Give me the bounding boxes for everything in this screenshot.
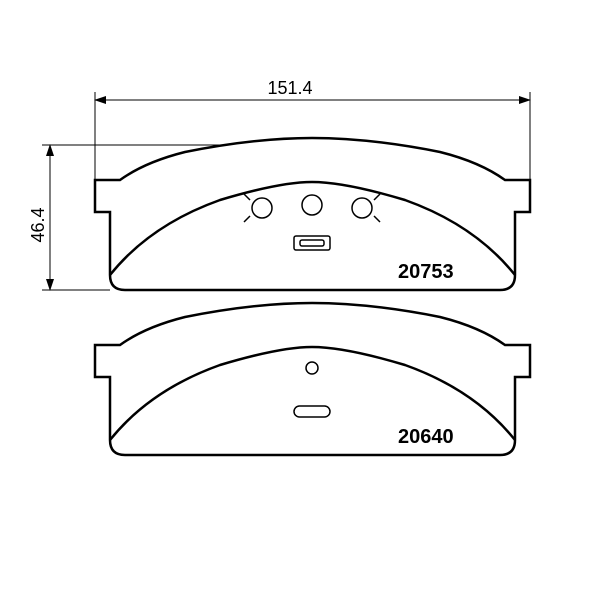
- upper-outer: [95, 138, 530, 290]
- upper-right-lug: [352, 194, 380, 222]
- lower-pad: 20640: [95, 303, 530, 455]
- lower-center-hole: [306, 362, 318, 374]
- upper-inner-curve: [110, 182, 515, 275]
- lower-inner-curve: [110, 347, 515, 440]
- dim-width-label: 151.4: [267, 78, 312, 98]
- lower-part-number: 20640: [398, 426, 454, 448]
- upper-clip-inner: [300, 240, 324, 246]
- upper-part-number: 20753: [398, 261, 454, 283]
- lower-slot: [294, 406, 330, 417]
- upper-pad: 20753: [95, 138, 530, 290]
- dim-height-label: 46.4: [28, 207, 48, 242]
- lower-outer: [95, 303, 530, 455]
- upper-center-hole: [302, 195, 322, 215]
- upper-left-lug: [244, 194, 272, 222]
